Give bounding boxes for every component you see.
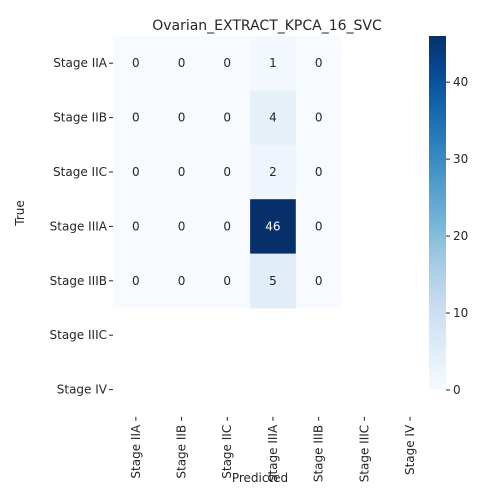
heatmap-cell — [250, 90, 297, 146]
x-tick-label: Stage IIB — [175, 425, 189, 479]
x-tick-labels: Stage IIA Stage IIB Stage IIC Stage IIIA Sta… — [129, 416, 417, 483]
heatmap-cell — [113, 90, 160, 146]
heatmap-cells: 0 0 0 1 0 0 0 0 4 0 0 0 0 2 0 0 0 0 46 0 0 0 0 5 0 — [113, 36, 342, 309]
cell-value-label: 0 — [178, 165, 186, 179]
heatmap-cell — [204, 36, 251, 91]
cell-value-label: 0 — [132, 219, 140, 233]
cell-value-label: 0 — [132, 56, 140, 70]
colorbar-tick-label: 30 — [453, 152, 468, 166]
colorbar-gradient — [429, 36, 446, 390]
cell-value-label: 0 — [223, 56, 231, 70]
cell-value-label: 0 — [132, 165, 140, 179]
heatmap-cell — [158, 36, 205, 91]
heatmap-cell — [204, 144, 251, 200]
colorbar: 0 10 20 30 40 — [429, 36, 468, 397]
x-tick-label: Stage IIC — [220, 425, 234, 479]
y-tick-label: Stage IIC — [53, 165, 107, 179]
x-tick-label: Stage IIIA — [266, 424, 280, 482]
x-tick-label: Stage IIIC — [357, 425, 371, 483]
heatmap-cell — [158, 144, 205, 200]
heatmap-cell — [113, 144, 160, 200]
y-tick-label: Stage IIIB — [50, 274, 107, 288]
cell-value-label: 0 — [223, 165, 231, 179]
cell-value-label: 4 — [269, 111, 277, 125]
cell-value-label: 0 — [178, 56, 186, 70]
heatmap-cell — [113, 36, 160, 91]
x-tick-label: Stage IIIB — [312, 425, 326, 482]
cell-value-label: 0 — [315, 56, 323, 70]
cell-value-label: 0 — [223, 274, 231, 288]
y-axis-label: True — [13, 200, 27, 227]
heatmap-cell — [250, 253, 297, 309]
y-tick-label: Stage IV — [57, 383, 108, 397]
y-tick-label: Stage IIIC — [50, 328, 108, 342]
cell-value-label: 0 — [132, 111, 140, 125]
heatmap-cell — [113, 199, 160, 254]
heatmap-cell — [158, 199, 205, 254]
heatmap-cell — [295, 36, 342, 91]
cell-value-label: 0 — [315, 274, 323, 288]
y-tick-label: Stage IIA — [53, 56, 108, 70]
heatmap-cell — [204, 90, 251, 146]
heatmap-cell — [295, 253, 342, 309]
heatmap-cell — [158, 253, 205, 309]
cell-value-label: 2 — [269, 165, 277, 179]
cell-value-label: 1 — [269, 56, 277, 70]
colorbar-tick-label: 10 — [453, 306, 468, 320]
colorbar-tick-label: 40 — [453, 75, 468, 89]
x-axis-label: Predicted — [232, 471, 288, 485]
x-tick-label: Stage IIA — [129, 424, 143, 479]
heatmap-cell — [295, 90, 342, 146]
heatmap-cell — [295, 144, 342, 200]
cell-value-label: 0 — [178, 274, 186, 288]
heatmap-cell — [204, 199, 251, 254]
cell-value-label: 46 — [265, 219, 280, 233]
colorbar-tick-label: 20 — [453, 229, 468, 243]
cell-value-label: 0 — [223, 111, 231, 125]
colorbar-tick-label: 0 — [453, 383, 461, 397]
cell-value-label: 0 — [178, 219, 186, 233]
chart-title: Ovarian_EXTRACT_KPCA_16_SVC — [152, 18, 382, 34]
cell-value-label: 0 — [178, 111, 186, 125]
cell-value-label: 0 — [315, 111, 323, 125]
x-tick-label: Stage IV — [403, 424, 417, 475]
cell-value-label: 0 — [132, 274, 140, 288]
heatmap-cell — [250, 199, 297, 254]
heatmap-cell — [250, 36, 297, 91]
heatmap-cell — [113, 253, 160, 309]
cell-value-label: 5 — [269, 274, 277, 288]
cell-value-label: 0 — [223, 219, 231, 233]
y-tick-labels: Stage IIA Stage IIB Stage IIC Stage IIIA Sta… — [50, 56, 113, 397]
y-tick-label: Stage IIIA — [50, 219, 108, 233]
y-tick-label: Stage IIB — [53, 111, 107, 125]
heatmap-cell — [250, 144, 297, 200]
heatmap-cell — [158, 90, 205, 146]
cell-value-label: 0 — [315, 165, 323, 179]
cell-value-label: 0 — [315, 219, 323, 233]
heatmap-cell — [204, 253, 251, 309]
heatmap-cell — [295, 199, 342, 254]
